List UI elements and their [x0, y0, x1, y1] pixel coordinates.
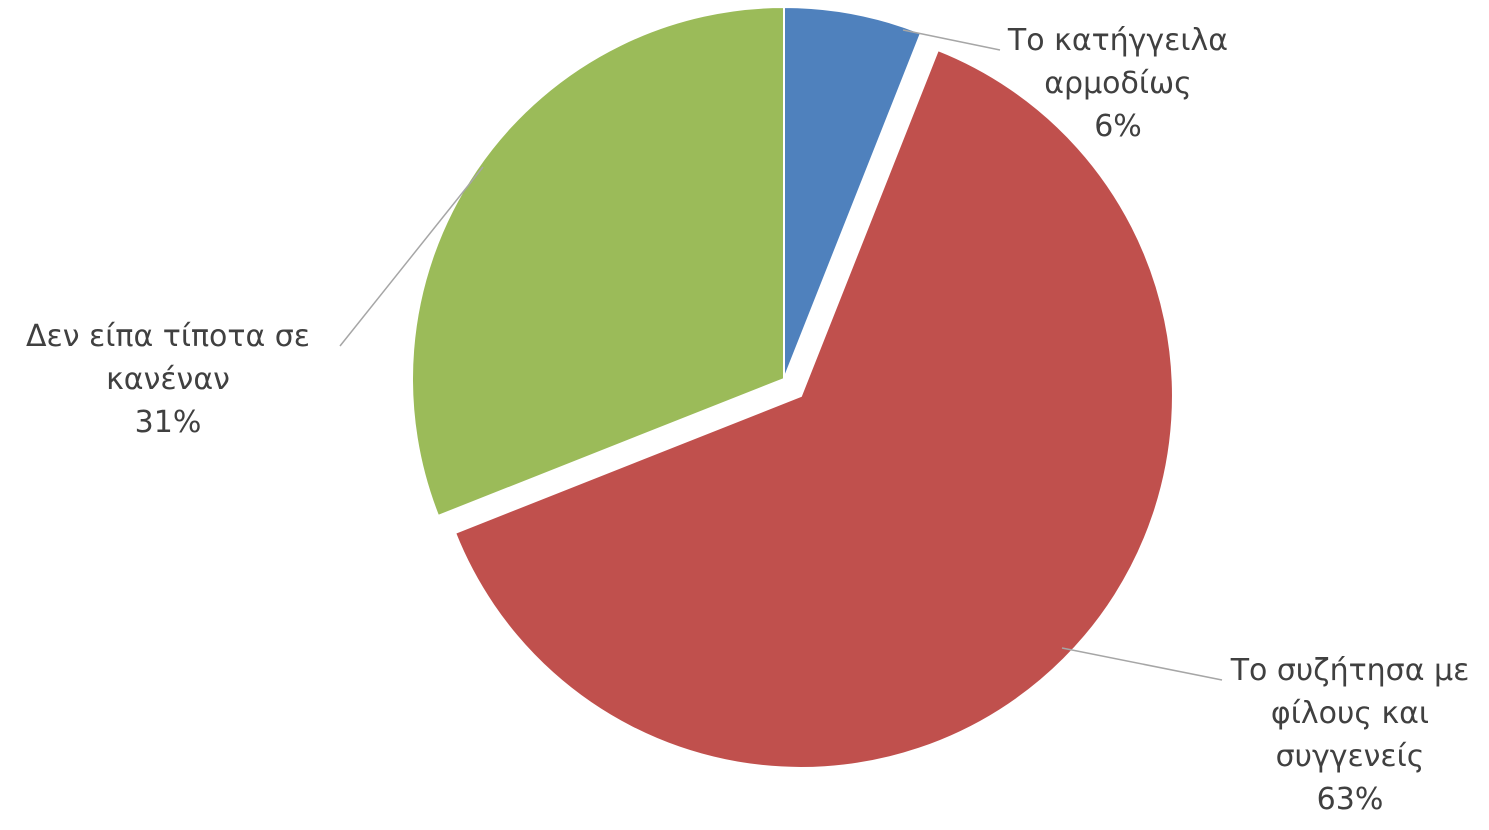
- data-label-line: κανέναν: [106, 362, 230, 397]
- data-label-discussed-friends-family: Το συζήτησα με φίλους και συγγενείς 63%: [1230, 653, 1470, 817]
- data-label-line: Το κατήγγειλα: [1007, 23, 1228, 58]
- data-label-line: Το συζήτησα με: [1230, 653, 1470, 688]
- pie-slice-told-nobody: [411, 5, 785, 518]
- data-label-told-nobody: Δεν είπα τίποτα σε κανέναν 31%: [26, 319, 310, 440]
- data-label-percent: 31%: [135, 405, 202, 440]
- data-label-percent: 6%: [1094, 109, 1142, 144]
- leader-line-told-nobody: [339, 166, 484, 347]
- leader-line-discussed-friends-family: [1061, 647, 1223, 681]
- data-label-reported-officially: Το κατήγγειλα αρμοδίως 6%: [1007, 23, 1228, 144]
- leader-line-reported-officially: [902, 29, 1001, 51]
- leader-lines: [339, 29, 1223, 681]
- pie-slices: [411, 5, 1174, 769]
- data-label-line: Δεν είπα τίποτα σε: [26, 319, 310, 354]
- data-label-line: αρμοδίως: [1044, 66, 1192, 101]
- data-label-line: φίλους και: [1271, 696, 1429, 731]
- data-label-line: συγγενείς: [1276, 739, 1425, 774]
- data-label-percent: 63%: [1317, 782, 1384, 817]
- pie-slice-reported-officially: [783, 5, 923, 380]
- data-labels: Το κατήγγειλα αρμοδίως 6% Το συζήτησα με φίλ…: [26, 23, 1469, 817]
- pie-slice-discussed-friends-family: [453, 48, 1174, 769]
